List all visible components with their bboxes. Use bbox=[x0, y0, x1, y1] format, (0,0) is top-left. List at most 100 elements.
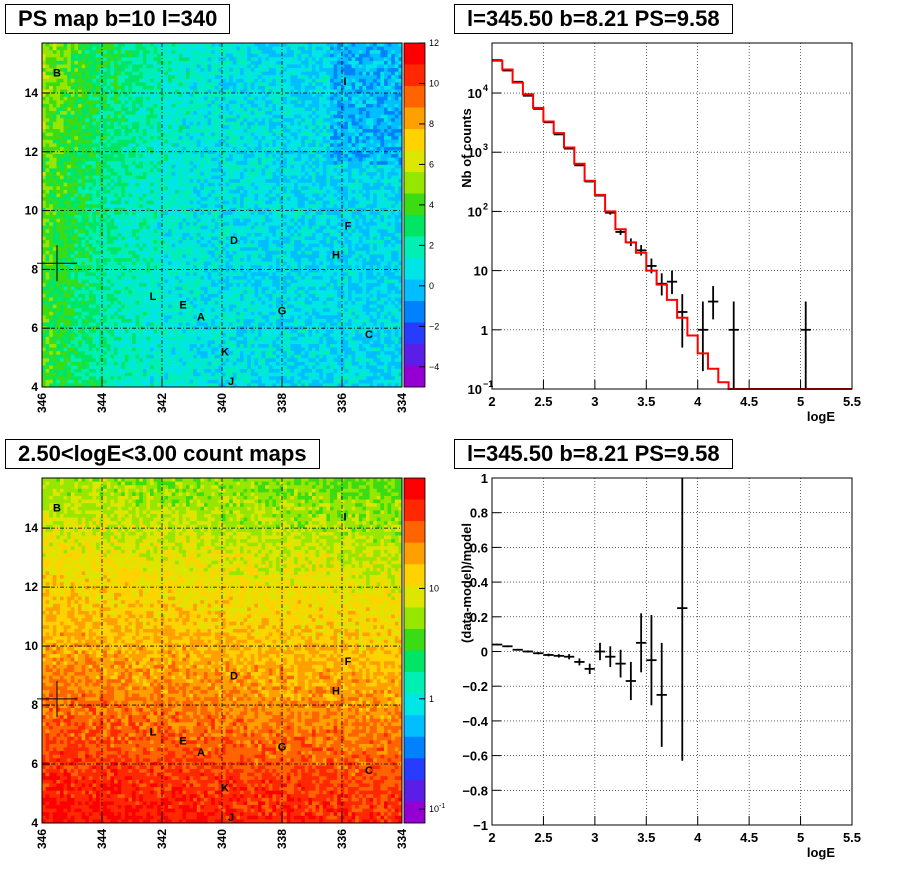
heatmap-cell bbox=[45, 154, 50, 159]
heatmap-cell bbox=[171, 96, 176, 101]
heatmap-cell bbox=[60, 43, 64, 47]
heatmap-cell bbox=[225, 64, 230, 69]
heatmap-cell bbox=[376, 57, 381, 62]
heatmap-cell bbox=[106, 121, 111, 126]
heatmap-cell bbox=[175, 57, 180, 62]
heatmap-cell bbox=[304, 125, 309, 130]
heatmap-cell bbox=[250, 175, 255, 180]
heatmap-cell bbox=[146, 189, 151, 194]
heatmap-cell bbox=[92, 161, 97, 166]
heatmap-cell bbox=[193, 103, 198, 108]
heatmap-cell bbox=[88, 129, 93, 133]
heatmap-cell bbox=[344, 89, 349, 94]
heatmap-cell bbox=[351, 139, 356, 144]
heatmap-cell bbox=[160, 68, 165, 73]
heatmap-cell bbox=[250, 139, 255, 144]
heatmap-cell bbox=[344, 168, 349, 173]
heatmap-cell bbox=[394, 68, 399, 73]
heatmap-cell bbox=[211, 193, 216, 198]
heatmap-cell bbox=[362, 93, 367, 98]
heatmap-cell bbox=[106, 107, 111, 112]
heatmap-cell bbox=[150, 46, 154, 51]
heatmap-cell bbox=[193, 71, 198, 76]
heatmap-cell bbox=[49, 161, 54, 166]
heatmap-cell bbox=[139, 197, 144, 202]
heatmap-cell bbox=[124, 68, 129, 73]
heatmap-cell bbox=[380, 64, 385, 69]
heatmap-cell bbox=[254, 53, 259, 58]
heatmap-cell bbox=[394, 96, 399, 101]
heatmap-cell bbox=[103, 150, 108, 155]
heatmap-cell bbox=[182, 150, 187, 155]
heatmap-cell bbox=[322, 60, 327, 65]
heatmap-cell bbox=[247, 78, 252, 83]
heatmap-cell bbox=[139, 129, 144, 133]
heatmap-cell bbox=[358, 143, 363, 148]
heatmap-cell bbox=[279, 46, 284, 51]
heatmap-cell bbox=[254, 89, 259, 94]
heatmap-cell bbox=[304, 64, 309, 69]
heatmap-cell bbox=[348, 46, 352, 51]
heatmap-cell bbox=[297, 146, 302, 151]
heatmap-cell bbox=[330, 150, 334, 155]
heatmap-cell bbox=[340, 197, 345, 202]
heatmap-cell bbox=[294, 215, 298, 219]
heatmap-cell bbox=[326, 204, 331, 209]
heatmap-cell bbox=[96, 161, 100, 166]
heatmap-cell bbox=[42, 64, 46, 69]
heatmap-cell bbox=[196, 86, 201, 90]
heatmap-cell bbox=[344, 114, 349, 119]
heatmap-cell bbox=[196, 189, 201, 194]
heatmap-cell bbox=[150, 211, 154, 216]
heatmap-cell bbox=[301, 215, 306, 219]
heatmap-cell bbox=[78, 103, 82, 108]
heatmap-cell bbox=[135, 107, 140, 112]
heatmap-cell bbox=[265, 139, 270, 144]
heatmap-cell bbox=[247, 82, 252, 87]
heatmap-cell bbox=[96, 157, 100, 162]
heatmap-cell bbox=[196, 211, 201, 216]
heatmap-cell bbox=[42, 200, 46, 205]
heatmap-cell bbox=[326, 96, 331, 101]
heatmap-cell bbox=[67, 82, 72, 87]
heatmap-cell bbox=[81, 46, 86, 51]
heatmap-cell bbox=[124, 157, 129, 162]
heatmap-cell bbox=[153, 186, 158, 191]
heatmap-cell bbox=[348, 60, 352, 65]
heatmap-cell bbox=[376, 60, 381, 65]
heatmap-cell bbox=[70, 89, 75, 94]
heatmap-cell bbox=[193, 75, 198, 80]
heatmap-cell bbox=[398, 211, 403, 216]
heatmap-cell bbox=[63, 78, 68, 83]
heatmap-cell bbox=[45, 107, 50, 112]
heatmap-cell bbox=[276, 139, 280, 144]
heatmap-cell bbox=[344, 93, 349, 98]
heatmap-cell bbox=[344, 82, 349, 87]
heatmap-cell bbox=[276, 157, 280, 162]
heatmap-cell bbox=[369, 103, 374, 108]
heatmap-cell bbox=[67, 46, 72, 51]
heatmap-cell bbox=[42, 189, 46, 194]
heatmap-cell bbox=[132, 154, 136, 159]
heatmap-cell bbox=[279, 111, 284, 116]
heatmap-cell bbox=[121, 146, 126, 151]
heatmap-cell bbox=[322, 75, 327, 80]
heatmap-cell bbox=[376, 211, 381, 216]
heatmap-cell bbox=[106, 161, 111, 166]
heatmap-cell bbox=[384, 172, 388, 176]
heatmap-cell bbox=[254, 82, 259, 87]
heatmap-cell bbox=[229, 161, 234, 166]
heatmap-cell bbox=[232, 57, 237, 62]
heatmap-cell bbox=[258, 100, 262, 105]
heatmap-cell bbox=[229, 68, 234, 73]
heatmap-cell bbox=[290, 64, 295, 69]
heatmap-cell bbox=[85, 57, 90, 62]
heatmap-cell bbox=[283, 218, 288, 223]
heatmap-cell bbox=[150, 139, 154, 144]
heatmap-cell bbox=[384, 46, 388, 51]
heatmap-cell bbox=[117, 53, 122, 58]
heatmap-cell bbox=[99, 157, 104, 162]
heatmap-cell bbox=[175, 96, 180, 101]
heatmap-cell bbox=[398, 125, 403, 130]
heatmap-cell bbox=[394, 193, 399, 198]
